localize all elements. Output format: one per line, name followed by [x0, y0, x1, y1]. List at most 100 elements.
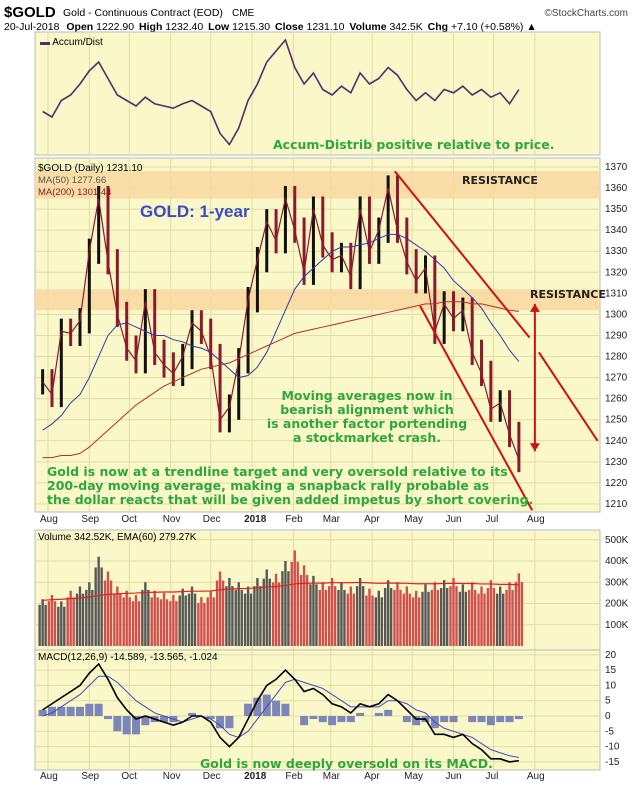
volume-bar	[268, 578, 271, 646]
volume-bar	[421, 591, 424, 646]
x-tick-label: Jun	[446, 771, 462, 782]
volume-bar	[498, 586, 502, 646]
price-tick-label: 1370	[605, 162, 628, 173]
x-tick-label: Aug	[527, 771, 545, 782]
volume-bar	[495, 593, 499, 646]
volume-bar	[44, 604, 47, 646]
volume-tick-label: 200K	[605, 599, 629, 610]
volume-bar	[153, 590, 156, 646]
low-value: 1215.30	[232, 21, 270, 33]
volume-bar	[324, 589, 327, 646]
volume-bar	[330, 578, 334, 646]
volume-bar	[116, 586, 119, 646]
volume-bar	[159, 599, 163, 646]
volume-bar	[396, 582, 399, 646]
x-tick-label: Jun	[446, 514, 462, 525]
volume-bar	[489, 580, 493, 646]
macd-tick-label: -15	[605, 757, 620, 768]
symbol: $GOLD	[4, 4, 56, 21]
x-tick-label: Oct	[121, 514, 137, 525]
x-tick-label: Sep	[81, 771, 99, 782]
high-value: 1232.40	[165, 21, 203, 33]
exchange: CME	[232, 8, 255, 19]
volume-bar	[380, 597, 384, 646]
volume-bar	[355, 586, 359, 646]
volume-bar	[296, 561, 299, 646]
volume-bar	[200, 597, 203, 646]
volume-bar	[436, 589, 440, 646]
volume-bar	[287, 571, 290, 646]
volume-bar	[281, 571, 284, 646]
volume-bar	[445, 588, 449, 646]
macd-histogram-bar	[216, 716, 225, 729]
volume-bar	[452, 578, 455, 646]
macd-histogram-bar	[206, 716, 215, 720]
macd-histogram-bar	[318, 716, 327, 723]
volume-bar	[405, 586, 409, 646]
volume-bar	[218, 571, 222, 646]
macd-histogram-bar	[47, 706, 56, 716]
volume-bar	[206, 597, 209, 646]
volume-bar	[449, 586, 452, 646]
macd-histogram-bar	[38, 709, 47, 716]
volume-bar	[131, 601, 135, 646]
x-tick-label: Oct	[121, 771, 137, 782]
price-tick-label: 1270	[605, 373, 628, 384]
volume-bar	[38, 604, 41, 646]
x-tick-label: Dec	[203, 771, 221, 782]
volume-bar	[433, 582, 437, 646]
volume-bar	[106, 571, 110, 646]
macd-note: Gold is now deeply oversold on its MACD.	[200, 756, 493, 771]
macd-histogram-bar	[225, 716, 234, 729]
volume-bar	[141, 589, 144, 646]
macd-histogram-bar	[272, 700, 281, 716]
volume-bar	[271, 582, 275, 646]
price-tick-label: 1330	[605, 246, 628, 257]
volume-bar	[327, 586, 331, 646]
volume-bar	[150, 597, 153, 646]
volume-bar	[128, 597, 131, 646]
macd-histogram-bar	[75, 706, 84, 716]
volume-bar	[246, 586, 250, 646]
macd-histogram-bar	[104, 716, 113, 720]
ma200-line	[42, 301, 519, 459]
svg-text:is another factor portending: is another factor portending	[267, 416, 467, 431]
volume-bar	[256, 578, 259, 646]
x-tick-label: Aug	[527, 514, 545, 525]
volume-bar	[343, 589, 346, 646]
arrowhead-down	[529, 443, 540, 452]
macd-histogram-bar	[384, 709, 393, 716]
trendline	[538, 351, 599, 442]
volume-bar	[78, 586, 82, 646]
price-tick-label: 1300	[605, 309, 628, 320]
x-tick-label: 2018	[244, 771, 267, 782]
price-tick-label: 1310	[605, 288, 628, 299]
x-tick-label: Aug	[40, 771, 58, 782]
volume-bar	[41, 599, 44, 646]
volume-bar	[333, 586, 337, 646]
volume-bar	[442, 580, 446, 646]
volume-bar	[234, 589, 237, 646]
price-tick-label: 1280	[605, 352, 628, 363]
macd-tick-label: 5	[605, 696, 611, 707]
macd-histogram-bar	[374, 712, 383, 716]
volume-bar	[399, 589, 402, 646]
x-tick-label: Jul	[486, 514, 499, 525]
volume-bar	[277, 582, 281, 646]
volume-bar	[414, 590, 418, 646]
volume-bar	[97, 556, 100, 646]
volume-bar	[60, 601, 63, 646]
x-tick-label: Nov	[163, 514, 181, 525]
volume-bar	[162, 592, 166, 646]
volume-bar	[340, 582, 343, 646]
resistance-band	[35, 171, 600, 199]
volume-bar	[147, 589, 150, 646]
volume-bar	[424, 584, 427, 646]
volume-bar	[169, 601, 172, 646]
macd-histogram-bar	[402, 716, 411, 723]
security-name: Gold - Continuous Contract (EOD)	[63, 7, 223, 19]
x-tick-label: May	[404, 771, 423, 782]
volume-bar	[383, 588, 387, 646]
macd-histogram-bar	[66, 706, 75, 716]
volume-bar	[352, 593, 355, 646]
